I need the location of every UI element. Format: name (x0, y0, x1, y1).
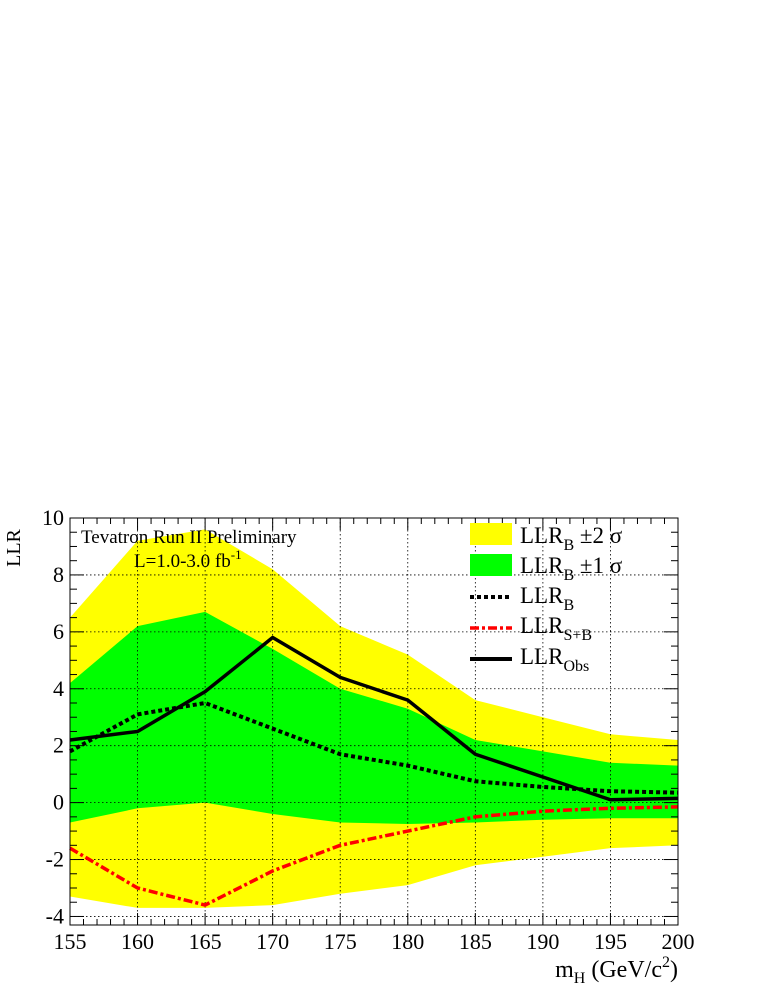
x-tick-label-160: 160 (121, 929, 154, 954)
annotation-line1: Tevatron Run II Preliminary (81, 527, 297, 548)
y-tick-label-8: 8 (53, 562, 64, 587)
legend-swatch-two-sigma (470, 523, 512, 545)
x-tick-label-180: 180 (391, 929, 424, 954)
legend-label-llr-obs: LLRObs (520, 644, 589, 675)
x-tick-label-155: 155 (54, 929, 87, 954)
series-llr_sb (69, 805, 679, 907)
plot-frame (69, 517, 679, 926)
x-tick-label-175: 175 (324, 929, 357, 954)
x-tick-label-200: 200 (662, 929, 695, 954)
legend-label-two-sigma: LLRB ±2 σ (520, 523, 623, 554)
legend-label-one-sigma: LLRB ±1 σ (520, 553, 623, 584)
x-tick-label-190: 190 (526, 929, 559, 954)
annotation-line2: L=1.0-3.0 fb-1 (134, 547, 242, 572)
y-tick-label-4: 4 (53, 676, 64, 701)
y-axis-label: LLR (3, 528, 25, 566)
y-tick-label-10: 10 (42, 505, 64, 530)
y-tick-label--4: -4 (46, 903, 64, 928)
legend-label-llr-b: LLRB (520, 583, 574, 614)
legend-swatch-one-sigma (470, 554, 512, 576)
ticks-layer (69, 517, 679, 925)
y-tick-label-2: 2 (53, 733, 64, 758)
y-tick-label-0: 0 (53, 790, 64, 815)
legend: LLRB ±2 σ LLRB ±1 σ LLRB LLRS+B LLRObs (470, 523, 623, 675)
x-tick-label-195: 195 (594, 929, 627, 954)
series-llr_obs (69, 635, 679, 802)
series-llr_b (69, 701, 679, 795)
x-tick-label-170: 170 (256, 929, 289, 954)
x-tick-label-185: 185 (459, 929, 492, 954)
x-axis-label: mH (GeV/c2) (555, 954, 678, 987)
tick-labels-layer: 155 160 165 170 175 180 185 190 195 200 -4 -2 0 2 4 6 8 1… (42, 505, 695, 954)
y-tick-label--2: -2 (46, 847, 64, 872)
x-tick-label-165: 165 (189, 929, 222, 954)
y-tick-label-6: 6 (53, 619, 64, 644)
legend-label-llr-sb: LLRS+B (520, 613, 592, 644)
series-layer (69, 635, 679, 907)
